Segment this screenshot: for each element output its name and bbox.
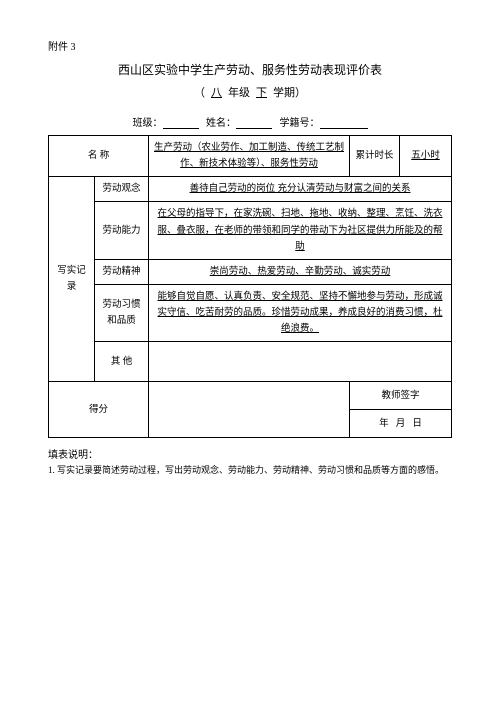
cell-sign-label: 教师签字	[350, 382, 452, 410]
concept-text: 善待自己劳动的岗位 充分认清劳动与财富之间的关系	[190, 184, 411, 194]
cell-ability-text: 在父母的指导下，在家洗碗、扫地、拖地、收纳、整理、烹饪、洗衣服、叠衣服，在老师的…	[149, 202, 452, 259]
cell-score-blank	[149, 382, 350, 438]
date-day: 日	[412, 419, 422, 429]
table-row: 劳动习惯和品质 能够自觉自愿、认真负责、安全规范、坚持不懈地参与劳动，形成诚实守…	[49, 284, 452, 341]
table-row: 劳动精神 崇尚劳动、热爱劳动、辛勤劳动、诚实劳动	[49, 259, 452, 284]
page-title: 西山区实验中学生产劳动、服务性劳动表现评价表	[48, 61, 452, 78]
id-blank	[320, 118, 368, 129]
cell-score-label: 得分	[49, 382, 149, 438]
cell-name-desc: 生产劳动（农业劳作、加工制造、传统工艺制作、新技术体验等）、服务性劳动	[149, 136, 350, 177]
cell-duration-value: 五小时	[400, 136, 452, 177]
cell-habit-label: 劳动习惯和品质	[95, 284, 149, 341]
table-row: 得分 教师签字	[49, 382, 452, 410]
table-row: 其 他	[49, 342, 452, 382]
subtitle-grade: 八	[205, 87, 228, 99]
cell-concept-text: 善待自己劳动的岗位 充分认清劳动与财富之间的关系	[149, 177, 452, 202]
attachment-label: 附件 3	[48, 38, 452, 53]
cell-spirit-label: 劳动精神	[95, 259, 149, 284]
name-desc-text: 生产劳动（农业劳作、加工制造、传统工艺制作、新技术体验等）、服务性劳动	[154, 143, 344, 169]
cell-concept-label: 劳动观念	[95, 177, 149, 202]
cell-spirit-text: 崇尚劳动、热爱劳动、辛勤劳动、诚实劳动	[149, 259, 452, 284]
page-subtitle: （八年级下学期）	[48, 84, 452, 100]
id-label: 学籍号：	[280, 118, 320, 129]
class-label: 班级：	[133, 118, 163, 129]
subtitle-prefix: （	[194, 87, 205, 99]
table-row: 名 称 生产劳动（农业劳作、加工制造、传统工艺制作、新技术体验等）、服务性劳动 …	[49, 136, 452, 177]
cell-other-label: 其 他	[95, 342, 149, 382]
info-line: 班级： 姓名： 学籍号：	[48, 114, 452, 129]
habit-text: 能够自觉自愿、认真负责、安全规范、坚持不懈地参与劳动，形成诚实守信、吃苦耐劳的品…	[158, 292, 443, 334]
subtitle-term: 下	[250, 87, 273, 99]
cell-habit-text: 能够自觉自愿、认真负责、安全规范、坚持不懈地参与劳动，形成诚实守信、吃苦耐劳的品…	[149, 284, 452, 341]
cell-name-header: 名 称	[49, 136, 149, 177]
cell-record-section: 写实记录	[49, 177, 95, 382]
cell-ability-label: 劳动能力	[95, 202, 149, 259]
table-row: 写实记录 劳动观念 善待自己劳动的岗位 充分认清劳动与财富之间的关系	[49, 177, 452, 202]
table-row: 劳动能力 在父母的指导下，在家洗碗、扫地、拖地、收纳、整理、烹饪、洗衣服、叠衣服…	[49, 202, 452, 259]
name-label: 姓名：	[206, 118, 236, 129]
cell-other-text	[149, 342, 452, 382]
date-month: 月	[396, 419, 406, 429]
ability-text: 在父母的指导下，在家洗碗、扫地、拖地、收纳、整理、烹饪、洗衣服、叠衣服，在老师的…	[158, 209, 443, 251]
name-blank	[236, 118, 272, 129]
subtitle-term-suffix: 学期）	[273, 87, 306, 99]
cell-duration-label: 累计时长	[350, 136, 400, 177]
class-blank	[163, 118, 199, 129]
date-year: 年	[379, 419, 389, 429]
subtitle-grade-suffix: 年级	[228, 87, 250, 99]
spirit-text: 崇尚劳动、热爱劳动、辛勤劳动、诚实劳动	[210, 267, 391, 277]
footer-label: 填表说明：	[48, 446, 452, 461]
evaluation-table: 名 称 生产劳动（农业劳作、加工制造、传统工艺制作、新技术体验等）、服务性劳动 …	[48, 135, 452, 438]
cell-date: 年 月 日	[350, 410, 452, 438]
duration-text: 五小时	[411, 151, 440, 161]
footer-note: 1. 写实记录要简述劳动过程，写出劳动观念、劳动能力、劳动精神、劳动习惯和品质等…	[48, 463, 452, 477]
